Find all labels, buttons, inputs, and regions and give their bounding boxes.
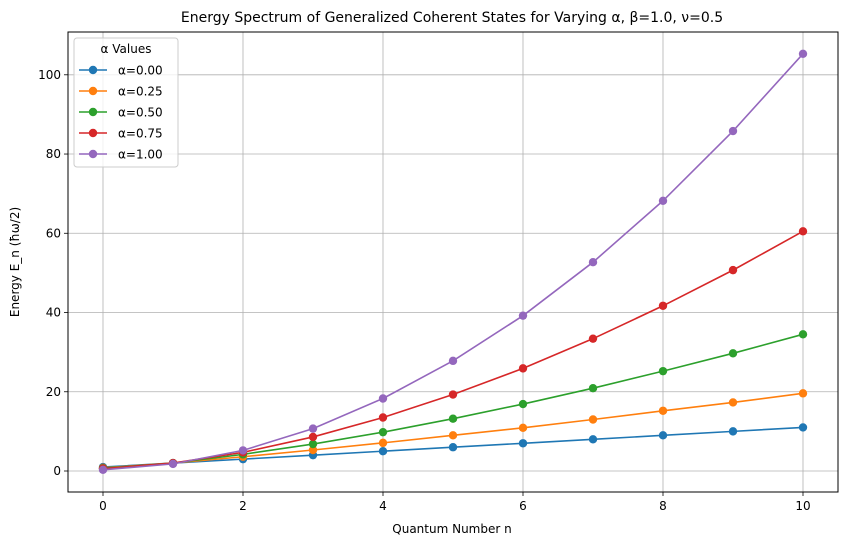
x-tick-label: 10 (795, 499, 810, 513)
plot-area (68, 32, 838, 492)
data-point (728, 349, 738, 358)
legend-label: α=0.75 (118, 127, 163, 141)
x-axis-label: Quantum Number n (392, 522, 511, 536)
data-point (238, 446, 248, 455)
data-point (658, 196, 668, 205)
y-tick-label: 20 (46, 385, 61, 399)
y-tick-label: 0 (53, 464, 61, 478)
series-4 (98, 49, 808, 475)
data-point (378, 446, 388, 456)
data-point (658, 406, 668, 415)
data-point (588, 435, 598, 444)
data-point (728, 427, 738, 436)
legend-label: α=0.00 (118, 64, 163, 78)
data-point (588, 257, 598, 267)
data-point (728, 398, 738, 407)
y-tick-label: 80 (46, 147, 61, 161)
legend-item: α=0.00 (79, 64, 163, 78)
legend-label: α=1.00 (118, 148, 163, 162)
legend-marker (88, 149, 98, 159)
data-point (448, 414, 458, 423)
data-point (98, 465, 108, 475)
legend-marker (88, 128, 98, 138)
data-point (308, 445, 318, 455)
data-point (728, 126, 738, 136)
data-point (448, 431, 458, 440)
legend-label: α=0.25 (118, 85, 163, 99)
x-tick-label: 2 (239, 499, 247, 513)
legend-title: α Values (101, 42, 152, 56)
data-point (658, 301, 668, 310)
series-1 (98, 389, 808, 473)
data-point (658, 431, 668, 440)
data-point (518, 364, 528, 373)
data-point (448, 356, 458, 366)
data-point (798, 389, 808, 398)
data-point (518, 399, 528, 409)
x-tick-label: 6 (519, 499, 527, 513)
data-point (798, 330, 808, 339)
legend-marker (88, 107, 98, 117)
data-point (378, 394, 388, 403)
data-point (308, 439, 318, 449)
legend: α Values α=0.00 α=0.25 α=0.50 α=0.75 α=1.00 (73, 37, 179, 168)
data-point (448, 390, 458, 399)
y-axis-label: Energy E_n (ħω/2) (8, 207, 22, 317)
data-point (378, 413, 388, 422)
x-tick-label: 8 (659, 499, 667, 513)
plot-frame (67, 31, 839, 493)
data-point (308, 424, 318, 433)
data-point (798, 49, 808, 58)
legend-item: α=1.00 (79, 148, 163, 162)
legend-item: α=0.25 (79, 85, 163, 99)
y-axis-ticks: 0 20 40 60 80 100 (38, 68, 68, 478)
x-tick-label: 4 (379, 499, 387, 513)
data-point (448, 443, 458, 452)
data-point (588, 415, 598, 424)
grid (68, 32, 838, 492)
y-tick-label: 40 (46, 306, 61, 320)
data-point (308, 432, 318, 442)
legend-marker (88, 65, 98, 75)
x-axis-ticks: 0 2 4 6 8 10 (99, 492, 811, 513)
data-point (518, 423, 528, 433)
data-point (378, 427, 388, 437)
legend-item: α=0.50 (79, 106, 163, 120)
y-tick-label: 100 (38, 68, 61, 82)
data-point (518, 439, 528, 448)
data-point (168, 459, 178, 469)
data-point (378, 438, 388, 448)
y-tick-label: 60 (46, 226, 61, 240)
data-point (518, 311, 528, 320)
data-point (658, 366, 668, 376)
data-point (798, 227, 808, 236)
data-point (798, 423, 808, 432)
data-point (588, 334, 598, 343)
legend-marker (88, 86, 98, 96)
x-tick-label: 0 (99, 499, 107, 513)
series-2 (98, 330, 808, 473)
data-point (728, 265, 738, 275)
chart-title: Energy Spectrum of Generalized Coherent … (181, 10, 723, 26)
series-layer (98, 49, 808, 475)
data-point (588, 383, 598, 393)
legend-items: α=0.00 α=0.25 α=0.50 α=0.75 α=1.00 (79, 64, 163, 162)
legend-item: α=0.75 (79, 127, 163, 141)
legend-label: α=0.50 (118, 106, 163, 120)
